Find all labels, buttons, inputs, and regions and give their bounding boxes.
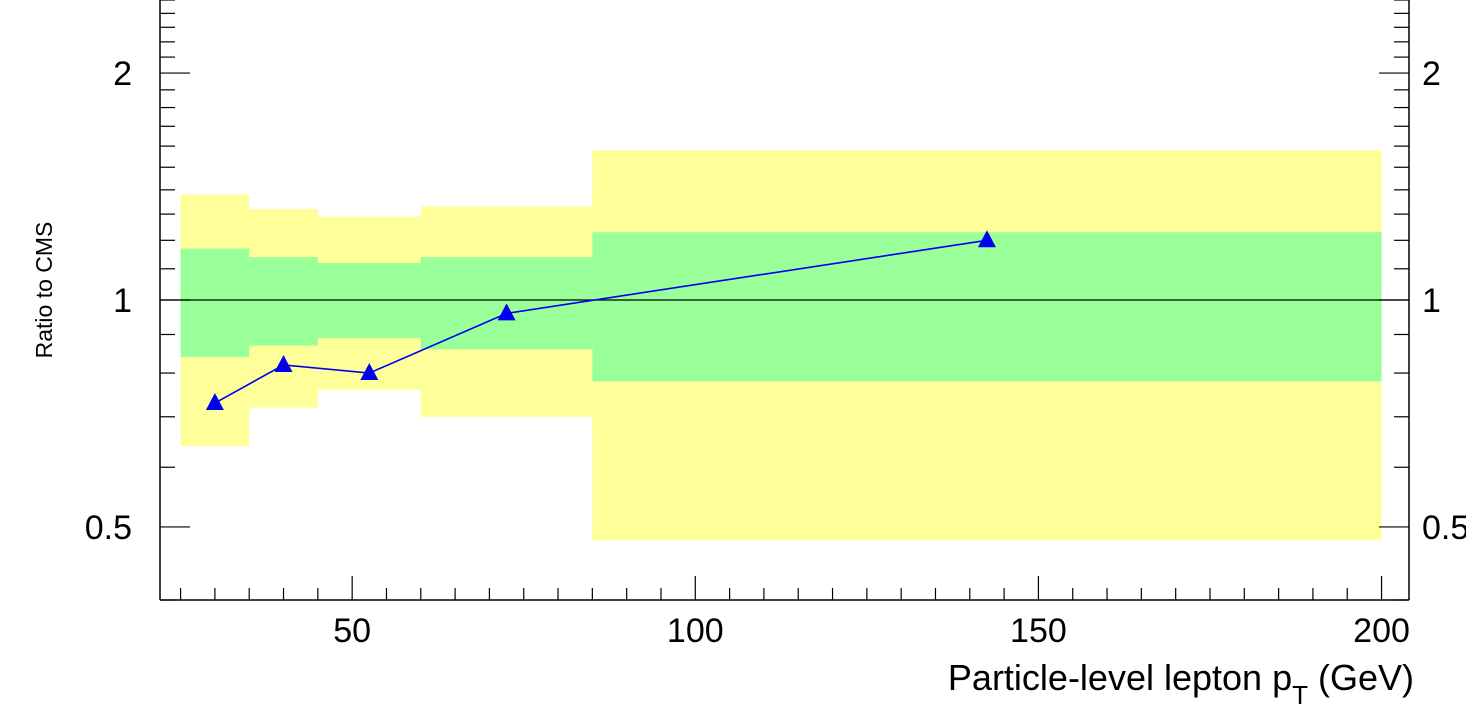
axis-labels: Ratio to CMS Particle-level lepton pT (Ge… [31,222,1414,710]
y-tick-label-right: 0.5 [1422,509,1466,547]
x-axis-label-subscript: T [1292,680,1308,710]
x-tick-label: 150 [1010,612,1067,650]
inner-band-bin-1 [249,257,318,346]
x-tick-label: 200 [1353,612,1410,650]
uncertainty-bands [180,150,1382,541]
x-axis-label-unit: (GeV) [1318,657,1414,698]
inner-band-bin-3 [420,257,593,350]
x-axis-label-main: Particle-level lepton p [948,657,1292,698]
data-point-0 [205,393,224,411]
y-tick-label-left: 1 [113,282,132,320]
inner-band-bin-0 [180,248,250,358]
y-tick-label-right: 2 [1422,55,1441,93]
y-tick-label-right: 1 [1422,282,1441,320]
data-point-3 [497,303,516,321]
x-tick-label: 50 [333,612,371,650]
y-axis-label: Ratio to CMS [31,222,57,359]
data-point-1 [274,354,293,372]
x-axis-label: Particle-level lepton pT (GeV) [948,657,1414,710]
x-tick-label: 100 [667,612,724,650]
data-series [205,230,996,411]
axes: 50 100 150 200 0.5 0.5 1 1 2 2 [85,0,1466,650]
data-point-4 [977,230,996,248]
inner-band-bin-4 [592,232,1382,382]
y-tick-label-left: 2 [113,55,132,93]
y-tick-label-left: 0.5 [85,509,132,547]
data-point-2 [360,363,379,381]
